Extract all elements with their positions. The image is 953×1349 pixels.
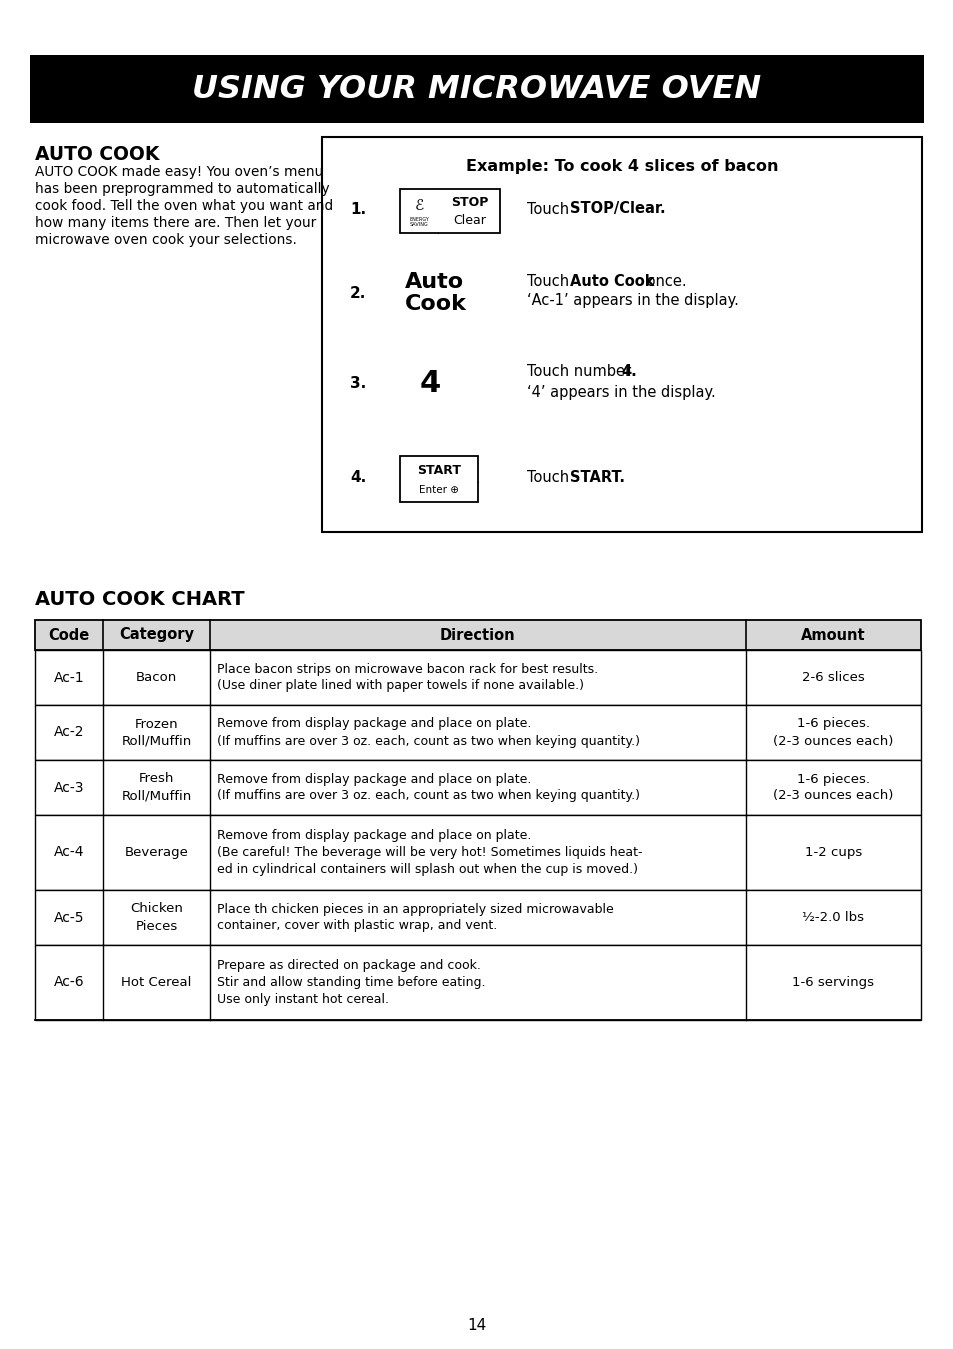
Bar bbox=[399, 189, 499, 233]
Text: Touch number: Touch number bbox=[526, 364, 635, 379]
Text: 1-6 pieces.
(2-3 ounces each): 1-6 pieces. (2-3 ounces each) bbox=[772, 773, 893, 803]
Text: ℰ: ℰ bbox=[414, 197, 423, 213]
Text: Prepare as directed on package and cook.
Stir and allow standing time before eat: Prepare as directed on package and cook.… bbox=[216, 959, 484, 1006]
Bar bbox=[35, 650, 920, 706]
Text: 4: 4 bbox=[419, 370, 440, 398]
Text: Ac-6: Ac-6 bbox=[53, 975, 84, 990]
Bar bbox=[35, 815, 920, 890]
Text: Place bacon strips on microwave bacon rack for best results.
(Use diner plate li: Place bacon strips on microwave bacon ra… bbox=[216, 662, 597, 692]
Text: Frozen
Roll/Muffin: Frozen Roll/Muffin bbox=[121, 718, 192, 747]
Text: ‘4’ appears in the display.: ‘4’ appears in the display. bbox=[526, 384, 715, 399]
Text: Auto Cook: Auto Cook bbox=[569, 274, 654, 289]
Text: Example: To cook 4 slices of bacon: Example: To cook 4 slices of bacon bbox=[465, 159, 778, 174]
Text: Bacon: Bacon bbox=[135, 670, 177, 684]
Text: has been preprogrammed to automatically: has been preprogrammed to automatically bbox=[35, 182, 330, 196]
Text: Ac-4: Ac-4 bbox=[53, 846, 84, 859]
Text: 4.: 4. bbox=[620, 364, 636, 379]
Text: Ac-5: Ac-5 bbox=[53, 911, 84, 924]
Text: Remove from display package and place on plate.
(Be careful! The beverage will b: Remove from display package and place on… bbox=[216, 830, 641, 876]
Text: 1-2 cups: 1-2 cups bbox=[803, 846, 861, 859]
Text: Ac-3: Ac-3 bbox=[53, 781, 84, 795]
Text: START.: START. bbox=[569, 471, 624, 486]
Text: 1-6 servings: 1-6 servings bbox=[791, 975, 873, 989]
Text: Auto
Cook: Auto Cook bbox=[405, 271, 466, 314]
Text: Place th chicken pieces in an appropriately sized microwavable
container, cover : Place th chicken pieces in an appropriat… bbox=[216, 902, 613, 932]
Bar bbox=[35, 890, 920, 946]
Text: once.: once. bbox=[641, 274, 686, 289]
Text: Remove from display package and place on plate.
(If muffins are over 3 oz. each,: Remove from display package and place on… bbox=[216, 718, 639, 747]
Text: Direction: Direction bbox=[439, 627, 515, 642]
Text: microwave oven cook your selections.: microwave oven cook your selections. bbox=[35, 233, 296, 247]
Bar bbox=[35, 946, 920, 1020]
Text: 2.: 2. bbox=[350, 286, 366, 301]
Text: STOP/Clear.: STOP/Clear. bbox=[569, 201, 665, 216]
Text: Code: Code bbox=[49, 627, 90, 642]
Text: AUTO COOK: AUTO COOK bbox=[35, 144, 159, 165]
Text: Touch: Touch bbox=[526, 274, 573, 289]
Text: cook food. Tell the oven what you want and: cook food. Tell the oven what you want a… bbox=[35, 200, 333, 213]
Text: Chicken
Pieces: Chicken Pieces bbox=[130, 902, 183, 932]
Text: AUTO COOK CHART: AUTO COOK CHART bbox=[35, 590, 244, 608]
Text: Fresh
Roll/Muffin: Fresh Roll/Muffin bbox=[121, 773, 192, 803]
Bar bbox=[35, 759, 920, 815]
Text: STOP: STOP bbox=[451, 197, 488, 209]
Text: 1-6 pieces.
(2-3 ounces each): 1-6 pieces. (2-3 ounces each) bbox=[772, 718, 893, 747]
Text: how many items there are. Then let your: how many items there are. Then let your bbox=[35, 216, 315, 229]
Text: Touch: Touch bbox=[526, 201, 573, 216]
Text: ENERGY
SAVING: ENERGY SAVING bbox=[409, 217, 429, 228]
Text: 14: 14 bbox=[467, 1318, 486, 1333]
Text: Amount: Amount bbox=[801, 627, 864, 642]
Bar bbox=[35, 621, 920, 650]
Text: ‘Ac-1’ appears in the display.: ‘Ac-1’ appears in the display. bbox=[526, 294, 739, 309]
Text: 3.: 3. bbox=[350, 376, 366, 391]
Text: USING YOUR MICROWAVE OVEN: USING YOUR MICROWAVE OVEN bbox=[193, 73, 760, 104]
Text: Beverage: Beverage bbox=[124, 846, 188, 859]
Bar bbox=[322, 138, 921, 532]
Bar bbox=[30, 55, 923, 123]
Text: Enter ⊕: Enter ⊕ bbox=[418, 486, 458, 495]
Text: Category: Category bbox=[119, 627, 193, 642]
Text: 4.: 4. bbox=[350, 471, 366, 486]
Text: Touch: Touch bbox=[526, 471, 573, 486]
Text: Remove from display package and place on plate.
(If muffins are over 3 oz. each,: Remove from display package and place on… bbox=[216, 773, 639, 803]
Text: START: START bbox=[416, 464, 460, 476]
Bar bbox=[399, 456, 477, 502]
Text: 1.: 1. bbox=[350, 201, 366, 216]
Text: Clear: Clear bbox=[453, 213, 486, 227]
Text: 2-6 slices: 2-6 slices bbox=[801, 670, 863, 684]
Bar bbox=[35, 706, 920, 759]
Text: Hot Cereal: Hot Cereal bbox=[121, 975, 192, 989]
Text: ½-2.0 lbs: ½-2.0 lbs bbox=[801, 911, 863, 924]
Text: AUTO COOK made easy! You oven’s menu: AUTO COOK made easy! You oven’s menu bbox=[35, 165, 323, 179]
Text: Ac-1: Ac-1 bbox=[53, 670, 84, 684]
Text: Ac-2: Ac-2 bbox=[53, 726, 84, 739]
